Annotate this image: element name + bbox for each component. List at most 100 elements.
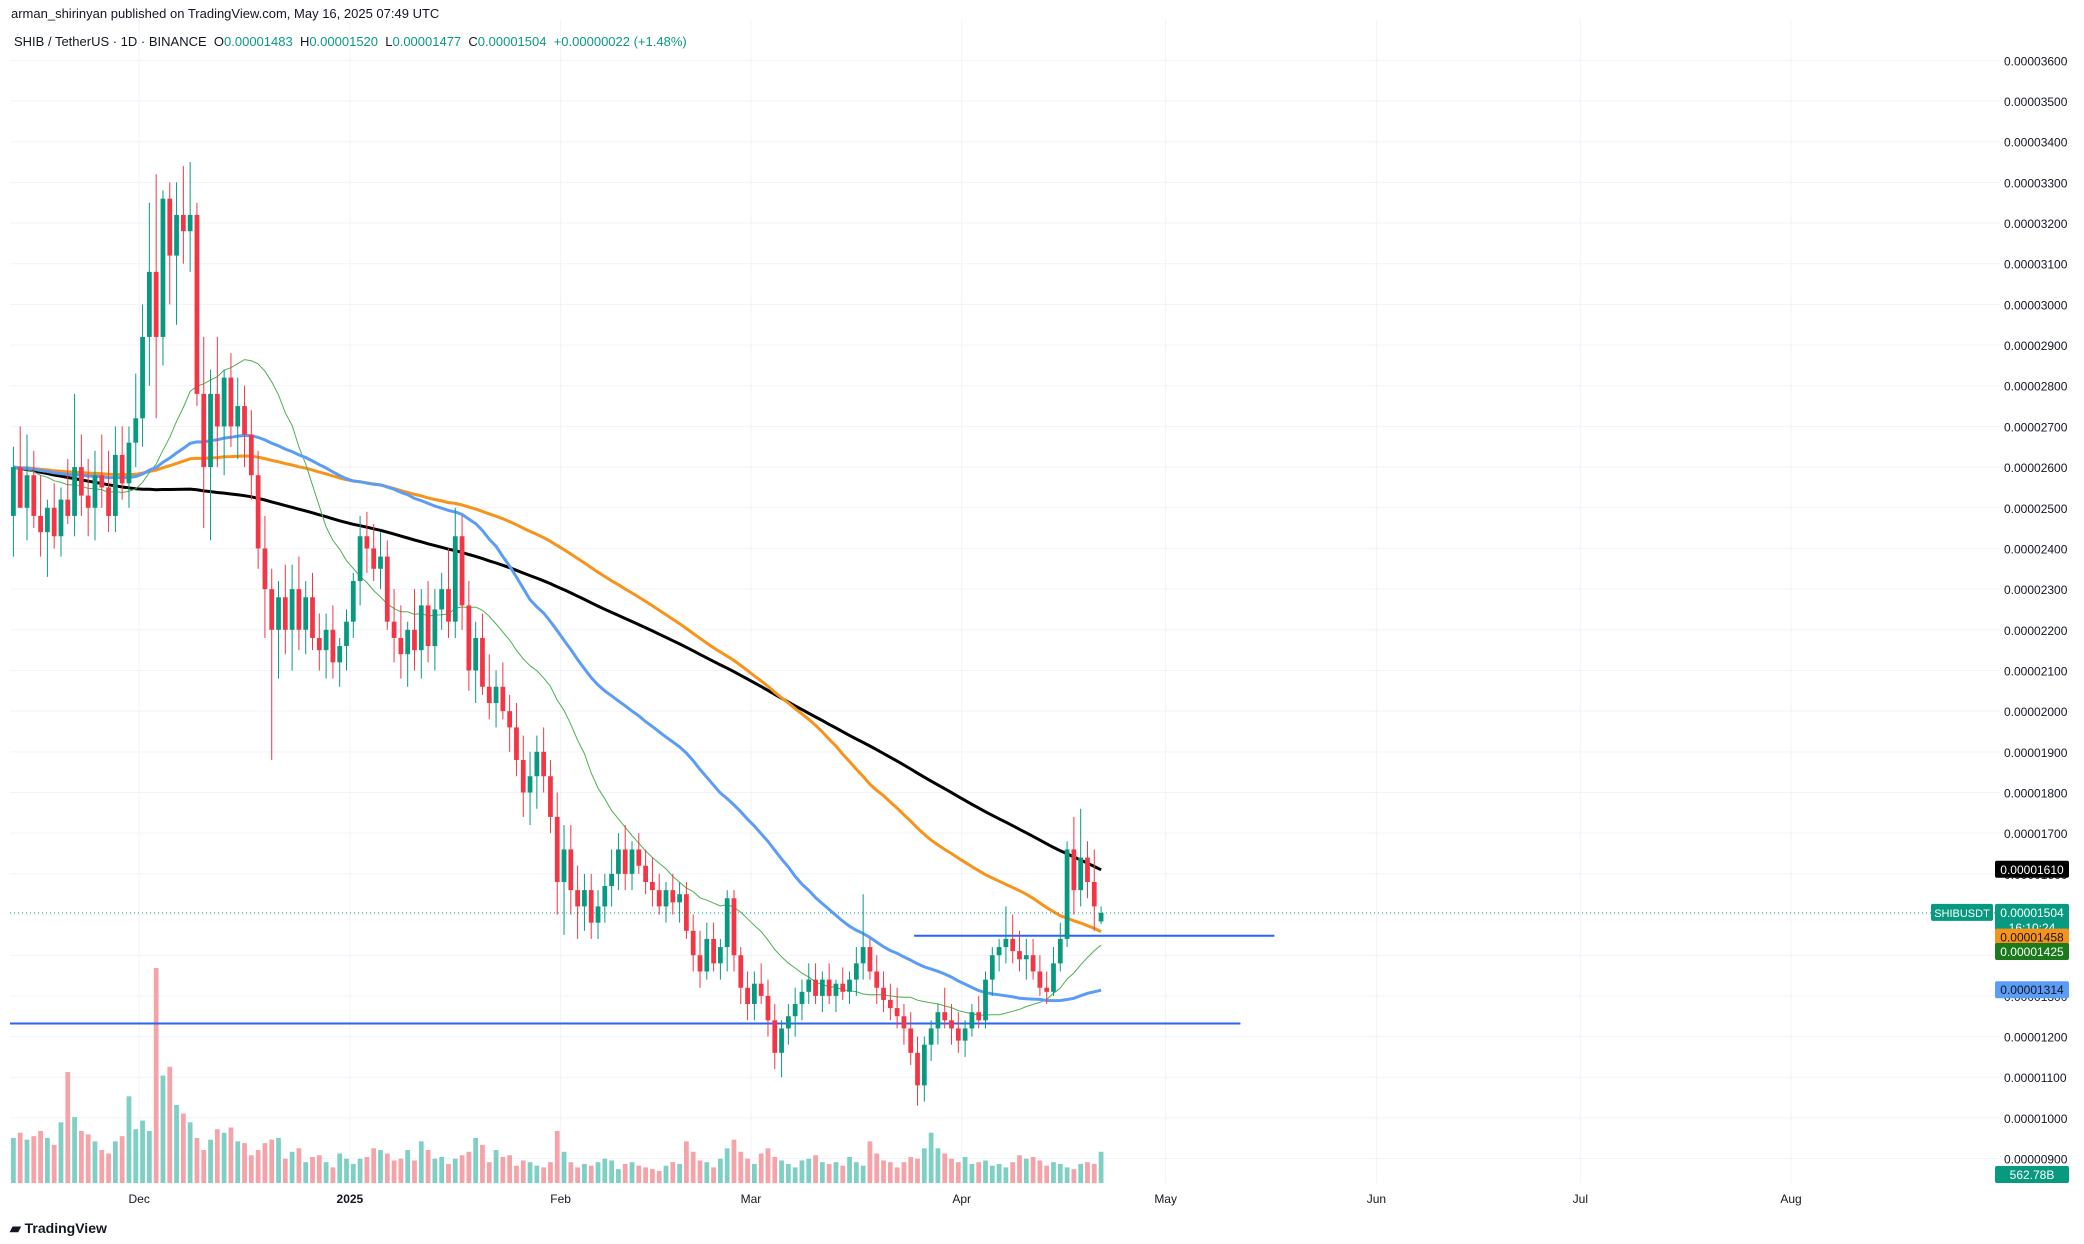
volume-bar: [1037, 1160, 1043, 1183]
volume-bar: [65, 1072, 71, 1183]
volume-bar: [180, 1113, 186, 1183]
candle-body: [575, 890, 581, 907]
volume-bar: [174, 1104, 179, 1183]
volume-bar: [58, 1122, 64, 1183]
volume-bar: [949, 1158, 954, 1183]
candle-body: [949, 1020, 954, 1029]
volume-bar: [269, 1139, 275, 1183]
low-value: 0.00001477: [392, 34, 462, 49]
candle-body: [738, 955, 744, 988]
volume-bar: [962, 1156, 968, 1183]
candle-body: [1003, 938, 1009, 948]
volume-bar: [112, 1141, 118, 1183]
volume-bar: [255, 1150, 261, 1183]
candle-body: [813, 979, 818, 996]
candle-body: [208, 393, 213, 468]
x-tick-label: Aug: [1780, 1192, 1801, 1206]
candle-body: [860, 947, 866, 964]
volume-bar: [296, 1148, 302, 1183]
volume-bar: [561, 1151, 567, 1183]
last-price-label: 0.00001504: [2000, 906, 2064, 920]
y-tick-label: 0.00002500: [2004, 502, 2068, 516]
volume-bar: [1091, 1163, 1097, 1183]
volume-bar: [779, 1160, 784, 1183]
volume-bar: [500, 1156, 506, 1183]
candle-body: [541, 751, 547, 777]
volume-bar: [894, 1167, 900, 1183]
publish-info: arman_shirinyan published on TradingView…: [11, 6, 440, 21]
volume-bar: [391, 1160, 397, 1183]
candle-body: [201, 393, 207, 468]
volume-bar: [140, 1120, 145, 1183]
volume-bar: [1057, 1163, 1063, 1183]
y-tick-label: 0.00002700: [2004, 420, 2068, 434]
volume-bar: [554, 1130, 560, 1183]
candle-body: [983, 979, 988, 1021]
candle-body: [745, 987, 750, 1005]
volume-bar: [486, 1162, 492, 1183]
symbol-name[interactable]: SHIB / TetherUS · 1D · BINANCE: [14, 34, 207, 49]
volume-bar: [792, 1167, 798, 1183]
volume-bar: [806, 1158, 812, 1183]
volume-bar: [330, 1167, 336, 1183]
tradingview-logo[interactable]: ▰ TradingView: [10, 1220, 107, 1236]
volume-bar: [398, 1158, 404, 1183]
volume-bar: [146, 1130, 152, 1183]
volume-bar: [935, 1148, 941, 1183]
candle-body: [867, 947, 873, 972]
volume-bar: [718, 1158, 723, 1183]
candle-body: [996, 947, 1002, 956]
x-tick-label: Jun: [1367, 1192, 1386, 1206]
volume-bar: [262, 1143, 268, 1183]
volume-bar: [928, 1132, 934, 1183]
volume-bar: [38, 1130, 43, 1183]
candle-body: [486, 686, 492, 704]
volume-bar: [670, 1162, 676, 1183]
volume-bar: [242, 1143, 247, 1183]
candle-body: [11, 467, 16, 516]
volume-bar: [201, 1150, 207, 1183]
candle-body: [378, 556, 383, 569]
candle-body: [1085, 857, 1090, 882]
candle-body: [85, 495, 91, 508]
candle-body: [650, 881, 655, 891]
candle-body: [174, 214, 179, 256]
volume-bar: [78, 1130, 84, 1183]
candle-body: [452, 536, 458, 622]
candle-body: [262, 548, 268, 590]
candle-body: [554, 816, 560, 882]
y-tick-label: 0.00001800: [2004, 787, 2068, 801]
volume-bar: [160, 1075, 166, 1183]
volume-bar: [92, 1141, 98, 1183]
x-tick-label: 2025: [337, 1192, 364, 1206]
volume-bar: [85, 1134, 91, 1183]
y-tick-label: 0.00002000: [2004, 705, 2068, 719]
candle-body: [887, 999, 893, 1009]
volume-bar: [507, 1155, 513, 1183]
y-tick-label: 0.00003000: [2004, 298, 2068, 312]
volume-bar: [534, 1165, 540, 1183]
candle-body: [962, 1028, 968, 1041]
y-tick-label: 0.00002300: [2004, 583, 2068, 597]
volume-bar: [235, 1141, 241, 1183]
candle-body: [180, 214, 186, 232]
candle-body: [765, 995, 771, 1021]
volume-bar: [983, 1160, 988, 1183]
volume-bar: [418, 1141, 424, 1183]
candle-body: [1098, 912, 1104, 922]
candle-body: [697, 955, 703, 972]
candle-body: [38, 515, 43, 533]
volume-bar: [384, 1153, 390, 1183]
y-tick-label: 0.00003500: [2004, 95, 2068, 109]
candle-body: [908, 1028, 914, 1053]
y-tick-label: 0.00002200: [2004, 624, 2068, 638]
candle-body: [847, 979, 852, 992]
volume-bar: [119, 1136, 125, 1183]
volume-bar: [303, 1162, 309, 1183]
candle-body: [371, 548, 377, 569]
y-tick-label: 0.00000900: [2004, 1153, 2068, 1167]
candle-body: [350, 580, 356, 622]
volume-bar: [1003, 1167, 1009, 1183]
candle-body: [799, 991, 805, 1005]
